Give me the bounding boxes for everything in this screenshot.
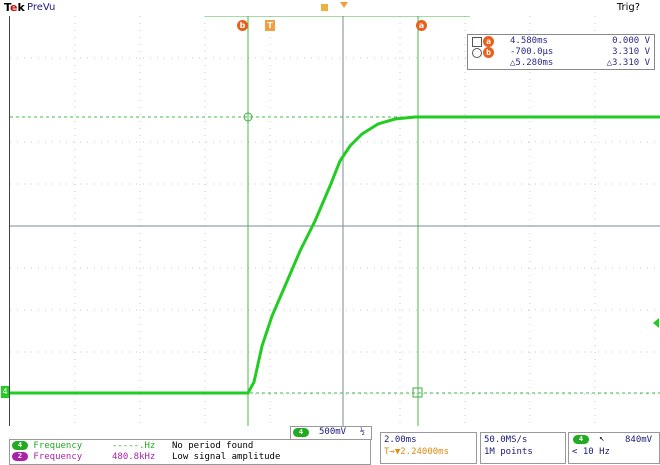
- measurement-2-value: 480.8kHz: [112, 452, 156, 462]
- trigger-position-marker[interactable]: T: [265, 20, 275, 31]
- channel-4-volts-per-div: 500mV: [319, 427, 347, 437]
- cursor-b-time: -700.0µs: [510, 47, 554, 57]
- time-per-div: 2.00ms: [384, 435, 417, 445]
- trigger-down-arrow-icon: [340, 2, 348, 8]
- trigger-position: T→▼2.24000ms: [384, 447, 450, 457]
- bandwidth-limit-icon: ½: [360, 427, 365, 436]
- channel-4-ground-marker[interactable]: 4: [1, 386, 9, 398]
- cursor-a-volts: 0.000 V: [612, 36, 650, 46]
- measurement-1-name: Frequency: [33, 441, 83, 451]
- measurement-2-note: Low signal amplitude: [172, 452, 281, 462]
- measurement-panel[interactable]: 4 Frequency -----.Hz No period found 2 F…: [9, 439, 371, 465]
- trigger-box[interactable]: 4 ↖ 840mV < 10 Hz: [568, 432, 660, 464]
- top-status-bar: Tek PreVu Trig?: [0, 0, 660, 16]
- measurement-row: 2 Frequency 480.8kHz Low signal amplitud…: [12, 452, 280, 463]
- graticule: [10, 16, 660, 426]
- cursor-a-time: 4.580ms: [510, 36, 548, 46]
- trigger-status: Trig?: [616, 2, 640, 13]
- cursor-b-badge: b: [483, 47, 494, 58]
- measurement-2-channel-badge: 2: [12, 452, 28, 461]
- delta-time: △5.280ms: [510, 58, 554, 68]
- cursor-a-marker: [412, 387, 423, 398]
- measurement-1-note: No period found: [172, 441, 254, 451]
- brand-logo: Tek: [4, 1, 25, 14]
- trigger-level-arrow-icon[interactable]: [653, 318, 659, 328]
- measurement-2-name: Frequency: [33, 452, 83, 462]
- trigger-level: 840mV: [625, 435, 653, 445]
- measurement-row: 4 Frequency -----.Hz No period found: [12, 441, 253, 452]
- cursor-a-square-icon: [472, 37, 482, 47]
- trigger-channel-badge: 4: [573, 435, 589, 444]
- record-length: 1M points: [484, 447, 533, 457]
- trigger-frequency: < 10 Hz: [572, 447, 610, 457]
- record-view-indicator: [321, 4, 328, 11]
- channel-4-badge: 4: [293, 428, 309, 437]
- acquisition-status: PreVu: [27, 2, 56, 13]
- channel-4-scale[interactable]: 4 500mV ½: [290, 426, 372, 440]
- rising-edge-icon: ↖: [599, 434, 605, 444]
- cursor-b-volts: 3.310 V: [612, 47, 650, 57]
- timebase-box[interactable]: 2.00ms T→▼2.24000ms: [380, 432, 477, 464]
- measurement-1-channel-badge: 4: [12, 441, 28, 450]
- cursor-readout: a 4.580ms 0.000 V b -700.0µs 3.310 V △5.…: [467, 34, 655, 70]
- cursor-a-badge: a: [483, 36, 494, 47]
- cursor-a-label[interactable]: a: [416, 20, 427, 31]
- sample-rate: 50.0MS/s: [484, 435, 528, 445]
- acquisition-box[interactable]: 50.0MS/s 1M points: [480, 432, 566, 464]
- cursor-b-marker: [243, 112, 253, 122]
- cursor-b-circle-icon: [472, 48, 482, 58]
- channel-4-trace: [10, 115, 660, 395]
- delta-volts: △3.310 V: [606, 58, 650, 68]
- cursor-b-label[interactable]: b: [237, 20, 248, 31]
- minor-grid: [10, 16, 660, 426]
- measurement-1-value: -----.Hz: [112, 441, 156, 451]
- bottom-panel: 4 500mV ½ 4 Frequency -----.Hz No period…: [0, 426, 660, 465]
- waveform-display[interactable]: 4 b a T: [1, 2, 660, 426]
